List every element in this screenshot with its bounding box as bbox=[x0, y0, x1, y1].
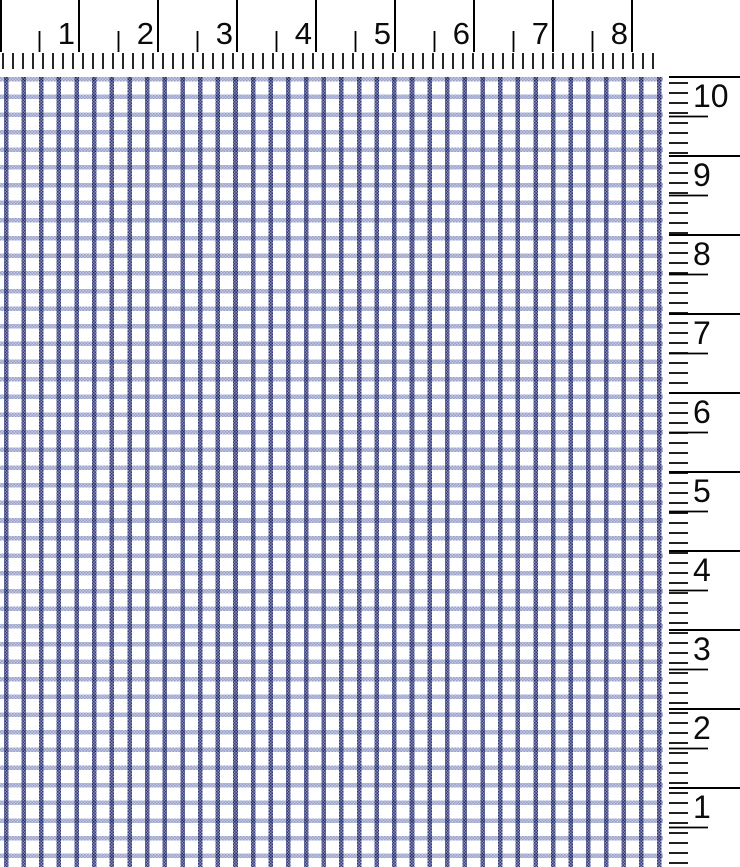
ruler-vertical: 10 9 8 7 6 5 4 3 2 1 bbox=[663, 0, 740, 867]
ruler-right-number: 10 bbox=[693, 78, 729, 114]
ruler-right-number: 9 bbox=[693, 157, 711, 193]
ruler-right-number: 2 bbox=[693, 710, 711, 746]
ruler-horizontal-ticks bbox=[0, 0, 654, 69]
ruler-right-number: 5 bbox=[693, 473, 711, 509]
fabric-swatch bbox=[0, 77, 663, 867]
ruler-top-number: 5 bbox=[373, 16, 391, 51]
ruler-top-number: 3 bbox=[215, 16, 233, 51]
ruler-right-number: 7 bbox=[693, 315, 711, 351]
ruler-vertical-ticks bbox=[669, 76, 740, 864]
ruler-right-number: 6 bbox=[693, 394, 711, 430]
ruler-horizontal: 1 2 3 4 5 6 7 8 bbox=[0, 0, 663, 77]
ruler-top-number: 6 bbox=[452, 16, 470, 51]
ruler-top-number: 7 bbox=[531, 16, 549, 51]
ruler-right-number: 4 bbox=[693, 552, 711, 588]
ruler-right-number: 3 bbox=[693, 631, 711, 667]
ruler-top-number: 8 bbox=[610, 16, 628, 51]
ruler-right-number: 8 bbox=[693, 236, 711, 272]
ruler-right-number: 1 bbox=[693, 789, 711, 825]
ruler-top-number: 4 bbox=[294, 16, 312, 51]
ruler-top-number: 1 bbox=[57, 16, 75, 51]
ruler-top-number: 2 bbox=[136, 16, 154, 51]
